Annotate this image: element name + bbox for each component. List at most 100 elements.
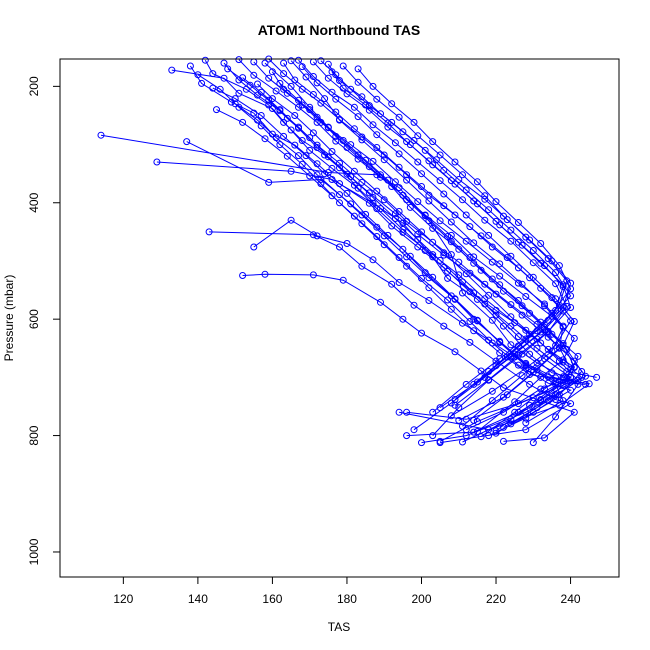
series-line bbox=[357, 68, 572, 367]
data-point bbox=[514, 219, 522, 226]
y-tick-label: 600 bbox=[27, 309, 41, 329]
series-line bbox=[186, 141, 573, 420]
data-point bbox=[265, 74, 273, 82]
data-point bbox=[421, 212, 429, 220]
data-point bbox=[220, 59, 228, 67]
data-point bbox=[265, 178, 273, 186]
data-point bbox=[529, 259, 537, 267]
x-axis: 120 140 160 180 200 220 240 bbox=[113, 577, 581, 606]
data-point bbox=[295, 103, 302, 111]
data-point bbox=[481, 280, 489, 288]
data-point bbox=[418, 228, 425, 236]
series-line bbox=[253, 219, 591, 431]
data-point bbox=[436, 151, 444, 159]
series-3 bbox=[239, 270, 578, 445]
series-line bbox=[331, 71, 572, 406]
data-point bbox=[593, 373, 601, 381]
data-point bbox=[380, 241, 388, 249]
data-point bbox=[403, 262, 411, 270]
data-point bbox=[354, 151, 362, 159]
data-point bbox=[410, 301, 418, 309]
data-point bbox=[541, 355, 548, 363]
y-axis: 200 400 600 800 1000 bbox=[27, 76, 60, 565]
data-point bbox=[254, 80, 261, 88]
series-group bbox=[97, 55, 601, 447]
data-point bbox=[414, 158, 422, 166]
data-point bbox=[395, 163, 403, 171]
data-point bbox=[302, 152, 310, 160]
data-point bbox=[459, 171, 466, 179]
x-tick-label: 180 bbox=[337, 592, 357, 606]
data-point bbox=[514, 400, 522, 408]
data-point bbox=[418, 439, 425, 447]
data-point bbox=[541, 385, 548, 393]
data-point bbox=[414, 132, 422, 140]
data-point bbox=[388, 118, 396, 126]
data-point bbox=[425, 197, 433, 205]
data-point bbox=[548, 257, 556, 265]
data-point bbox=[522, 419, 530, 427]
data-point bbox=[291, 112, 299, 119]
data-point bbox=[358, 178, 366, 186]
series-28 bbox=[328, 68, 575, 409]
data-point bbox=[224, 65, 232, 73]
data-point bbox=[559, 340, 567, 348]
data-point bbox=[317, 57, 325, 65]
data-point bbox=[559, 323, 567, 331]
data-point bbox=[399, 128, 407, 136]
data-point bbox=[283, 152, 291, 160]
y-tick-label: 200 bbox=[27, 76, 41, 96]
data-point bbox=[403, 171, 411, 179]
data-point bbox=[328, 192, 336, 200]
data-point bbox=[488, 258, 496, 266]
data-point bbox=[399, 315, 407, 323]
data-point bbox=[555, 357, 563, 365]
data-point bbox=[496, 281, 504, 289]
data-point bbox=[585, 380, 593, 388]
data-point bbox=[462, 186, 470, 194]
data-point bbox=[462, 426, 470, 434]
data-point bbox=[239, 74, 247, 82]
data-point bbox=[470, 259, 478, 267]
series-10 bbox=[250, 58, 567, 424]
data-point bbox=[567, 400, 575, 408]
data-point bbox=[552, 269, 560, 277]
data-point bbox=[421, 247, 429, 254]
data-point bbox=[380, 232, 388, 240]
data-point bbox=[287, 126, 295, 134]
data-point bbox=[466, 269, 474, 277]
data-point bbox=[395, 408, 403, 416]
data-point bbox=[317, 176, 325, 183]
data-point bbox=[425, 297, 433, 304]
data-point bbox=[380, 156, 388, 164]
data-point bbox=[373, 233, 381, 240]
data-point bbox=[358, 262, 366, 270]
data-point bbox=[235, 56, 243, 64]
data-point bbox=[447, 218, 455, 226]
series-line bbox=[156, 161, 572, 437]
data-point bbox=[388, 222, 396, 230]
data-point bbox=[462, 415, 470, 423]
data-point bbox=[388, 100, 396, 108]
series-1 bbox=[153, 158, 575, 440]
data-point bbox=[403, 176, 411, 184]
data-point bbox=[332, 137, 340, 145]
data-point bbox=[514, 238, 522, 246]
data-point bbox=[324, 153, 332, 161]
data-point bbox=[470, 327, 478, 335]
x-tick-label: 240 bbox=[561, 592, 581, 606]
data-point bbox=[198, 79, 206, 87]
y-tick-label: 800 bbox=[27, 425, 41, 445]
series-line bbox=[257, 83, 579, 425]
data-point bbox=[399, 226, 407, 233]
data-point bbox=[537, 339, 545, 347]
data-point bbox=[391, 178, 399, 186]
series-line bbox=[279, 83, 575, 438]
data-point bbox=[455, 176, 463, 183]
data-point bbox=[570, 334, 578, 342]
data-point bbox=[421, 146, 429, 154]
data-point bbox=[328, 68, 336, 76]
plot-area bbox=[59, 55, 620, 578]
data-point bbox=[529, 394, 537, 402]
data-point bbox=[570, 408, 578, 416]
